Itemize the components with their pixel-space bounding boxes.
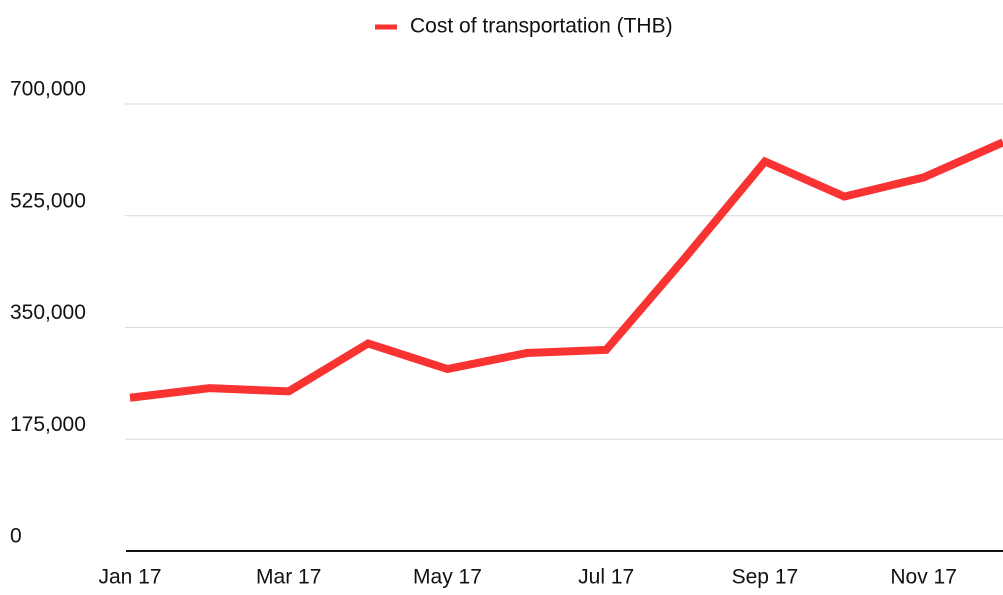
y-tick-label: 175,000 — [10, 413, 86, 436]
y-tick-label: 525,000 — [10, 189, 86, 212]
x-tick-label: Sep 17 — [732, 566, 799, 589]
x-tick-label: Mar 17 — [256, 566, 321, 589]
x-tick-label: Nov 17 — [890, 566, 957, 589]
data-line — [129, 138, 1003, 402]
x-tick-label: Jul 17 — [578, 566, 634, 589]
x-tick-label: Jan 17 — [98, 566, 161, 589]
y-tick-label: 0 — [10, 525, 22, 548]
y-tick-label: 350,000 — [10, 301, 86, 324]
y-tick-label: 700,000 — [10, 78, 86, 101]
legend-label: Cost of transportation (THB) — [410, 15, 673, 38]
x-tick-label: May 17 — [413, 566, 482, 589]
